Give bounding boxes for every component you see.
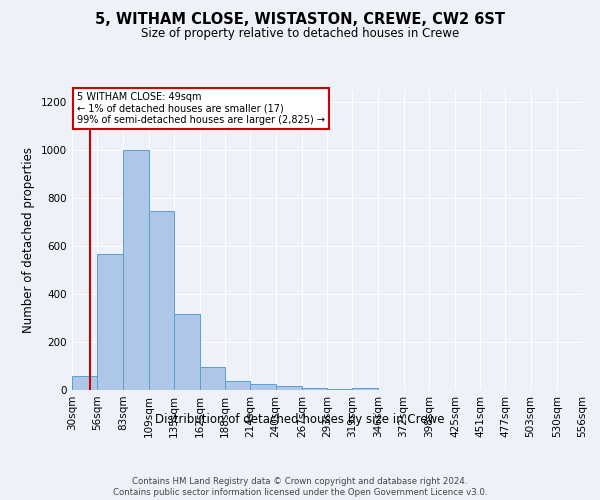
Bar (352, 388, 379, 390)
Bar (200, 367, 225, 390)
Bar (250, 384, 275, 390)
Bar (97, 254, 124, 390)
Bar (327, 389, 352, 390)
Text: Distribution of detached houses by size in Crewe: Distribution of detached houses by size … (155, 412, 445, 426)
Text: Size of property relative to detached houses in Crewe: Size of property relative to detached ho… (141, 28, 459, 40)
Bar (124, 150, 149, 390)
Bar (72, 376, 97, 390)
Bar (174, 314, 200, 390)
Text: 5, WITHAM CLOSE, WISTASTON, CREWE, CW2 6ST: 5, WITHAM CLOSE, WISTASTON, CREWE, CW2 6… (95, 12, 505, 28)
Text: Contains HM Land Registry data © Crown copyright and database right 2024.
Contai: Contains HM Land Registry data © Crown c… (113, 478, 487, 497)
Bar (275, 386, 302, 390)
Y-axis label: Number of detached properties: Number of detached properties (22, 147, 35, 333)
Bar (302, 388, 327, 390)
Bar (225, 381, 250, 390)
Bar (149, 211, 174, 390)
Text: 5 WITHAM CLOSE: 49sqm
← 1% of detached houses are smaller (17)
99% of semi-detac: 5 WITHAM CLOSE: 49sqm ← 1% of detached h… (77, 92, 325, 124)
